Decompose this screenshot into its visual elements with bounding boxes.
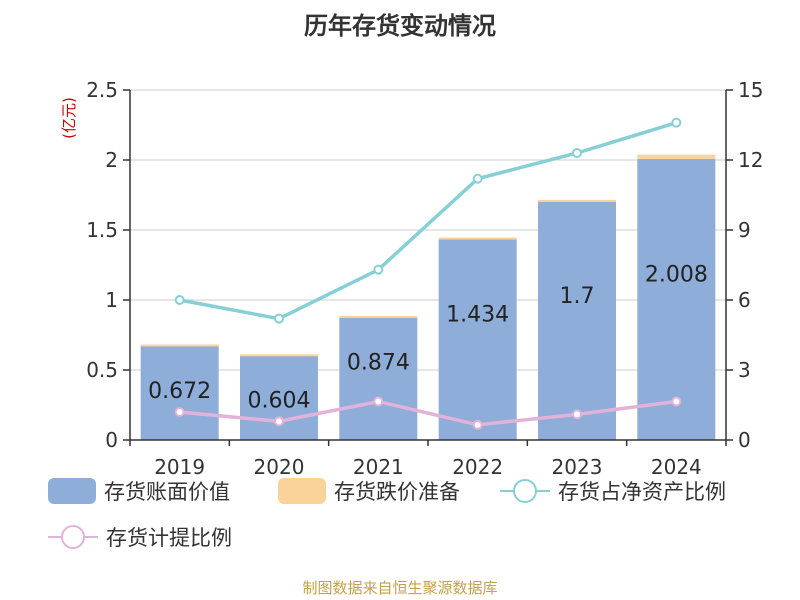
bar-book-value — [637, 158, 716, 440]
bar-book-value — [140, 345, 219, 440]
bar-value-label: 0.672 — [148, 379, 211, 404]
right-axis-tick-label: 0 — [738, 428, 751, 452]
legend-label-net-asset-ratio: 存货占净资产比例 — [558, 480, 726, 504]
right-axis-tick-label: 15 — [738, 78, 763, 102]
point-net-asset-ratio — [274, 313, 284, 324]
left-axis-tick-label: 1 — [105, 288, 118, 312]
bar-value-label: 1.7 — [560, 284, 595, 309]
bar-impairment — [140, 344, 219, 347]
legend-label-book-value: 存货账面价值 — [104, 480, 230, 504]
x-axis-tick-label: 2022 — [452, 455, 503, 479]
legend-label-impairment: 存货跌价准备 — [334, 480, 460, 504]
legend-item-net-asset-ratio[interactable]: 存货占净资产比例 — [500, 476, 726, 506]
legend-item-impairment[interactable]: 存货跌价准备 — [278, 476, 460, 506]
source-note: 制图数据来自恒生聚源数据库 — [302, 579, 498, 597]
point-provision-ratio — [572, 409, 582, 420]
point-net-asset-ratio — [373, 264, 384, 275]
x-axis-tick-label: 2019 — [154, 455, 205, 479]
x-axis-tick-label: 2020 — [254, 455, 305, 479]
left-axis-tick-label: 2 — [105, 148, 118, 172]
bar-book-value — [339, 317, 418, 440]
point-provision-ratio — [472, 419, 483, 430]
x-axis-tick-label: 2023 — [552, 455, 603, 479]
legend-swatch-impairment — [278, 478, 326, 504]
bar-impairment — [538, 199, 616, 202]
right-axis-tick-label: 3 — [738, 358, 751, 382]
point-provision-ratio — [671, 396, 682, 407]
right-axis-tick-label: 12 — [738, 148, 763, 172]
bar-value-label: 2.008 — [645, 262, 708, 287]
point-provision-ratio — [174, 407, 185, 417]
right-axis-tick-label: 6 — [738, 288, 751, 312]
legend-label-provision-ratio: 存货计提比例 — [106, 526, 232, 550]
chart-title: 历年存货变动情况 — [304, 12, 496, 40]
point-net-asset-ratio — [671, 117, 682, 128]
point-net-asset-ratio — [174, 295, 185, 305]
legend-marker-provision-ratio — [48, 524, 98, 550]
point-net-asset-ratio — [472, 173, 483, 184]
legend-item-book-value[interactable]: 存货账面价值 — [48, 476, 230, 506]
x-axis-tick-label: 2021 — [353, 455, 404, 479]
legend-item-provision-ratio[interactable]: 存货计提比例 — [48, 522, 232, 552]
point-net-asset-ratio — [572, 148, 582, 158]
right-axis-tick-label: 9 — [738, 218, 751, 242]
left-axis-tick-label: 0.5 — [86, 358, 118, 382]
line-provision-ratio — [179, 399, 677, 427]
bar-impairment — [339, 315, 418, 318]
bar-impairment — [438, 237, 517, 240]
bar-impairment — [637, 154, 716, 159]
bar-book-value — [538, 202, 616, 440]
left-axis-unit-label: (亿元) — [60, 97, 78, 139]
bar-value-label: 0.604 — [248, 388, 311, 413]
bar-impairment — [240, 354, 318, 357]
left-axis-tick-label: 2.5 — [86, 78, 118, 102]
x-axis-tick-label: 2024 — [651, 455, 702, 479]
bar-value-label: 0.874 — [347, 351, 410, 376]
left-axis-tick-label: 1.5 — [86, 218, 118, 242]
legend-marker-net-asset-ratio — [500, 478, 550, 504]
bar-value-label: 1.434 — [446, 303, 509, 328]
legend-swatch-book-value — [48, 478, 96, 504]
point-provision-ratio — [274, 416, 284, 427]
line-net-asset-ratio — [179, 120, 677, 321]
left-axis-tick-label: 0 — [105, 428, 118, 452]
bar-book-value — [438, 239, 517, 440]
point-provision-ratio — [373, 396, 384, 407]
